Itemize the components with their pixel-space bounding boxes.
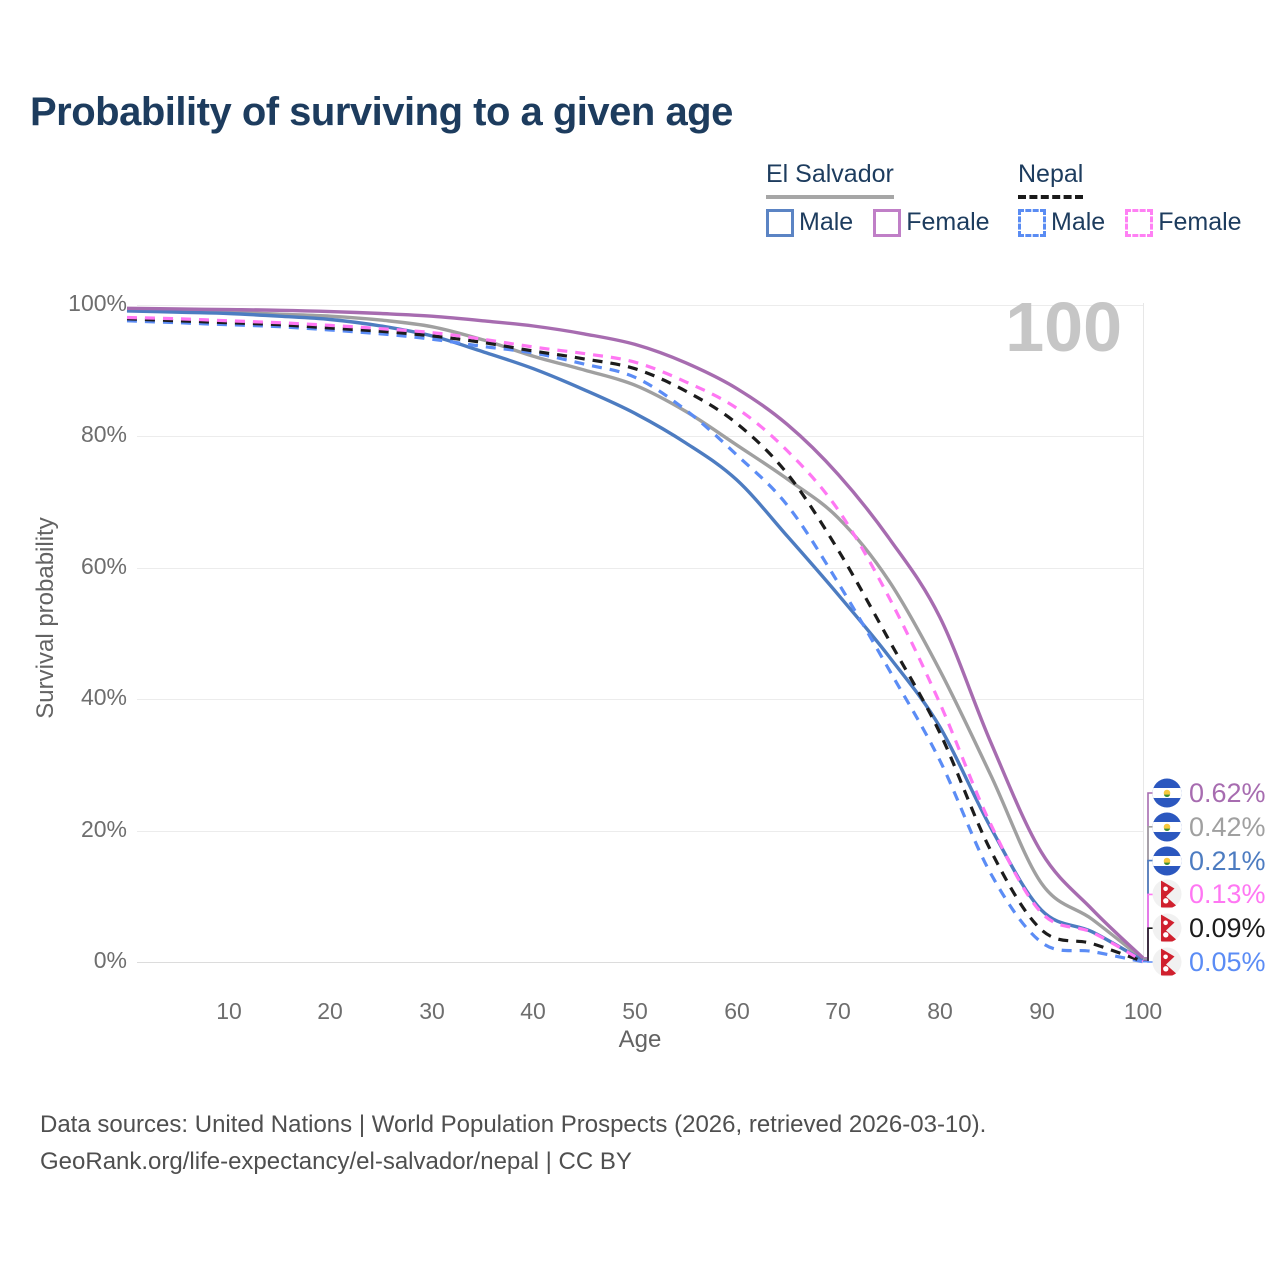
legend-label: Male xyxy=(799,208,854,236)
gridline xyxy=(137,831,1143,832)
end-label-value: 0.09% xyxy=(1189,913,1266,944)
gridline-age-100 xyxy=(1143,303,1144,962)
el-salvador-flag-icon xyxy=(1152,812,1182,842)
end-label-row: 0.13% xyxy=(1152,879,1266,909)
y-tick: 60% xyxy=(80,553,127,580)
footer: Data sources: United Nations | World Pop… xyxy=(40,1106,986,1180)
end-label-row: 0.42% xyxy=(1152,812,1266,842)
x-tick: 60 xyxy=(724,998,750,1024)
y-tick: 100% xyxy=(68,290,127,317)
x-tick: 70 xyxy=(825,998,851,1024)
x-axis-title: Age xyxy=(618,1026,662,1053)
y-tick: 20% xyxy=(80,816,127,843)
nepal-flag-icon xyxy=(1152,947,1182,977)
leader-line xyxy=(1143,859,1153,962)
gridline xyxy=(137,305,1143,306)
checkbox-icon[interactable] xyxy=(1125,208,1154,237)
gridline xyxy=(137,436,1143,437)
end-label-value: 0.05% xyxy=(1189,947,1266,977)
curve-nepal-male[interactable] xyxy=(126,319,1144,964)
checkbox-icon[interactable] xyxy=(1018,208,1046,237)
legend-item-np-female[interactable]: Female xyxy=(1125,208,1242,237)
curve-nepal-female[interactable] xyxy=(126,315,1144,963)
gridline-zero xyxy=(137,962,1143,963)
data-sources-line: Data sources: United Nations | World Pop… xyxy=(40,1111,987,1138)
x-tick: 90 xyxy=(1029,998,1055,1024)
legend-item-es-female[interactable]: Female xyxy=(873,208,990,237)
y-tick: 0% xyxy=(93,947,127,974)
x-tick: 50 xyxy=(622,998,648,1024)
legend-title-el-salvador: El Salvador xyxy=(766,160,894,199)
end-label-value: 0.62% xyxy=(1189,778,1266,808)
end-label-row: 0.62% xyxy=(1152,778,1266,808)
age-counter-watermark: 100 xyxy=(1005,288,1122,366)
legend-label: Male xyxy=(1051,208,1106,236)
end-label-row: 0.05% xyxy=(1152,947,1266,977)
end-label-row: 0.21% xyxy=(1152,846,1266,876)
legend-group-el-salvador: El Salvador Male Female xyxy=(766,160,990,237)
gridline xyxy=(137,699,1143,700)
nepal-flag-icon xyxy=(1152,879,1182,909)
el-salvador-flag-icon xyxy=(1152,846,1182,876)
y-tick: 40% xyxy=(80,684,127,711)
curve-el-salvador-male[interactable] xyxy=(126,309,1144,963)
curve-nepal-both-sexes[interactable] xyxy=(126,317,1144,963)
legend-item-np-male[interactable]: Male xyxy=(1018,208,1105,237)
legend-label: Female xyxy=(906,208,990,236)
x-tick: 100 xyxy=(1123,998,1163,1024)
gridline xyxy=(137,568,1143,569)
y-axis-title: Survival probability xyxy=(32,517,59,719)
attribution-line: GeoRank.org/life-expectancy/el-salvador/… xyxy=(40,1148,632,1175)
x-tick: 40 xyxy=(520,998,546,1024)
curve-el-salvador-both-sexes[interactable] xyxy=(126,308,1145,961)
y-tick: 80% xyxy=(80,421,127,448)
legend-item-es-male[interactable]: Male xyxy=(766,208,853,237)
el-salvador-flag-icon xyxy=(1152,778,1182,808)
legend-group-nepal: Nepal Male Female xyxy=(1018,160,1242,237)
curve-el-salvador-female[interactable] xyxy=(126,306,1145,960)
x-tick: 30 xyxy=(419,998,445,1024)
nepal-flag-icon xyxy=(1152,913,1182,943)
legend-label: Female xyxy=(1158,208,1242,236)
legend-title-nepal: Nepal xyxy=(1018,160,1084,199)
end-label-value: 0.21% xyxy=(1189,845,1266,876)
checkbox-icon[interactable] xyxy=(766,208,794,237)
checkbox-icon[interactable] xyxy=(873,208,902,237)
end-label-row: 0.09% xyxy=(1152,913,1266,943)
x-tick: 80 xyxy=(927,998,953,1024)
end-label-value: 0.42% xyxy=(1189,811,1266,842)
end-label-value: 0.13% xyxy=(1189,879,1266,910)
page-title: Probability of surviving to a given age xyxy=(30,90,733,134)
x-tick: 10 xyxy=(216,998,242,1024)
x-tick: 20 xyxy=(317,998,343,1024)
